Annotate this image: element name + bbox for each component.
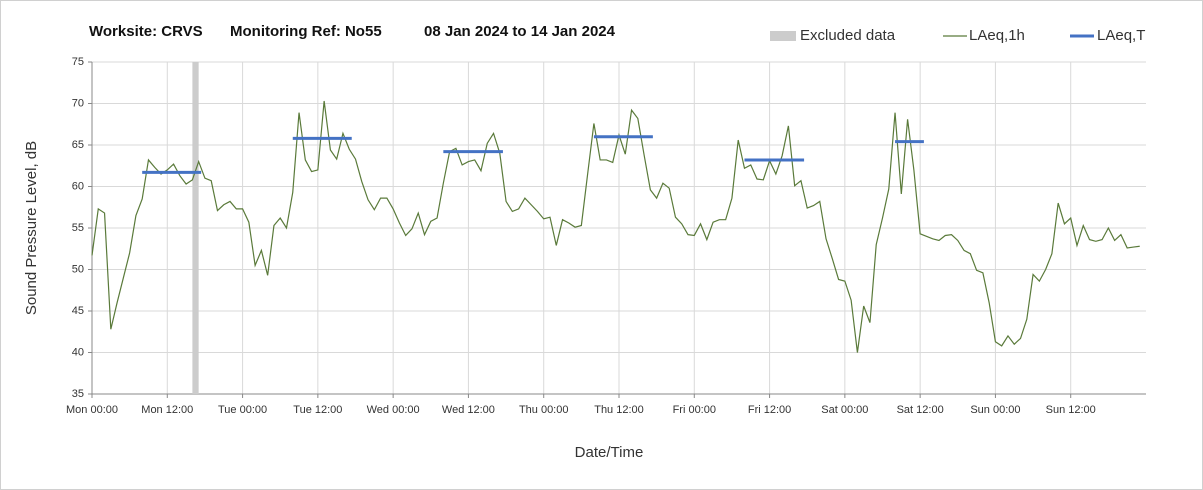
legend-swatch [770,31,796,41]
legend-label: Excluded data [800,27,896,44]
legend-label: LAeq,1h [969,27,1025,44]
x-tick-label: Sat 00:00 [821,404,868,416]
y-tick-label: 60 [72,180,84,192]
x-tick-label: Fri 12:00 [748,404,791,416]
x-axis-label: Date/Time [575,444,644,461]
x-tick-label: Sun 00:00 [970,404,1020,416]
x-tick-label: Wed 00:00 [367,404,420,416]
data-line [91,100,1140,353]
x-tick-label: Thu 12:00 [594,404,644,416]
y-tick-label: 35 [72,388,84,400]
chart-title: Monitoring Ref: No55 [230,23,382,40]
y-tick-label: 75 [72,56,84,68]
y-tick-label: 55 [72,222,84,234]
x-tick-label: Mon 00:00 [66,404,118,416]
x-tick-label: Wed 12:00 [442,404,495,416]
y-tick-label: 70 [72,97,84,109]
y-tick-label: 65 [72,139,84,151]
x-tick-label: Tue 00:00 [218,404,267,416]
y-tick-label: 40 [72,346,84,358]
y-tick-label: 50 [72,263,84,275]
legend-label: LAeq,T [1097,27,1145,44]
chart-title: Worksite: CRVS [89,23,203,40]
x-tick-label: Thu 00:00 [519,404,569,416]
x-tick-label: Sat 12:00 [897,404,944,416]
x-tick-label: Tue 12:00 [293,404,342,416]
excluded-band [192,62,199,394]
chart-title: 08 Jan 2024 to 14 Jan 2024 [424,23,616,40]
x-tick-label: Mon 12:00 [141,404,193,416]
x-tick-label: Sun 12:00 [1046,404,1096,416]
y-axis-label: Sound Pressure Level, dB [23,141,40,315]
x-tick-label: Fri 00:00 [673,404,716,416]
y-tick-label: 45 [72,305,84,317]
